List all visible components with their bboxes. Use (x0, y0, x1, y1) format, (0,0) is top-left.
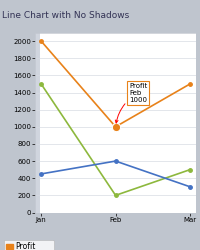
Text: Profit
Feb
1000: Profit Feb 1000 (115, 83, 146, 123)
Text: Line Chart with No Shadows: Line Chart with No Shadows (2, 11, 129, 20)
Bar (35, 32, 40, 212)
Legend: Profit, Expenses, Amount: Profit, Expenses, Amount (4, 240, 54, 250)
